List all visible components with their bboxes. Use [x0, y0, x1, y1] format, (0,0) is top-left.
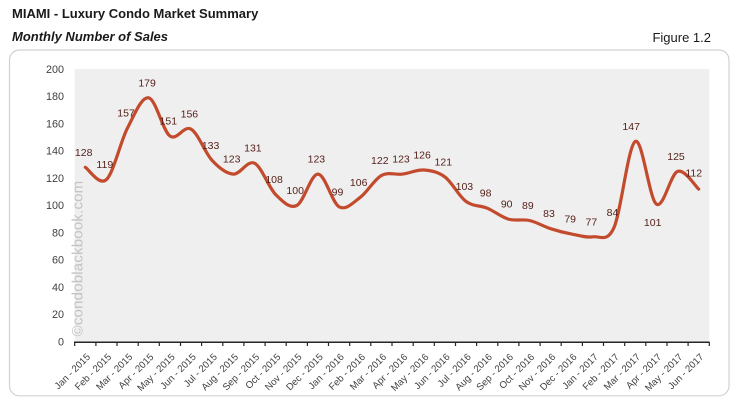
- svg-text:112: 112: [685, 168, 702, 180]
- svg-text:157: 157: [117, 107, 135, 119]
- svg-text:84: 84: [607, 207, 619, 219]
- svg-text:0: 0: [58, 337, 64, 349]
- svg-text:83: 83: [543, 208, 555, 220]
- svg-text:119: 119: [96, 159, 113, 171]
- svg-text:20: 20: [52, 309, 64, 321]
- svg-text:128: 128: [75, 147, 93, 159]
- svg-text:108: 108: [265, 174, 283, 186]
- svg-text:122: 122: [371, 155, 389, 167]
- svg-text:101: 101: [644, 217, 662, 229]
- svg-text:Figure 1.2: Figure 1.2: [652, 30, 711, 45]
- svg-text:160: 160: [46, 118, 64, 130]
- svg-text:90: 90: [501, 199, 513, 211]
- svg-text:156: 156: [181, 109, 199, 121]
- svg-text:40: 40: [52, 282, 64, 294]
- svg-text:123: 123: [308, 154, 326, 166]
- svg-text:123: 123: [223, 154, 241, 166]
- svg-text:98: 98: [480, 188, 492, 200]
- svg-text:100: 100: [46, 200, 64, 212]
- svg-text:77: 77: [586, 216, 598, 228]
- svg-text:147: 147: [622, 121, 640, 133]
- svg-text:131: 131: [244, 143, 262, 155]
- svg-text:133: 133: [202, 140, 220, 152]
- svg-text:140: 140: [46, 146, 64, 158]
- svg-text:60: 60: [52, 255, 64, 267]
- svg-text:121: 121: [435, 156, 453, 168]
- svg-text:Monthly Number of Sales: Monthly Number of Sales: [12, 29, 168, 44]
- svg-text:99: 99: [332, 186, 344, 198]
- svg-text:200: 200: [46, 64, 64, 76]
- svg-text:120: 120: [46, 173, 64, 185]
- svg-text:MIAMI - Luxury Condo Market Su: MIAMI - Luxury Condo Market Summary: [12, 6, 259, 21]
- svg-text:89: 89: [522, 200, 534, 212]
- svg-text:151: 151: [160, 116, 178, 128]
- svg-text:100: 100: [286, 185, 304, 197]
- svg-text:126: 126: [413, 150, 431, 162]
- svg-text:180: 180: [46, 91, 64, 103]
- svg-text:125: 125: [667, 151, 685, 163]
- svg-text:179: 179: [138, 77, 156, 89]
- svg-text:103: 103: [456, 181, 474, 193]
- svg-text:79: 79: [564, 214, 576, 226]
- svg-text:80: 80: [52, 227, 64, 239]
- svg-text:106: 106: [350, 177, 368, 189]
- svg-text:©condoblackbook.com: ©condoblackbook.com: [70, 181, 87, 337]
- svg-text:123: 123: [392, 154, 410, 166]
